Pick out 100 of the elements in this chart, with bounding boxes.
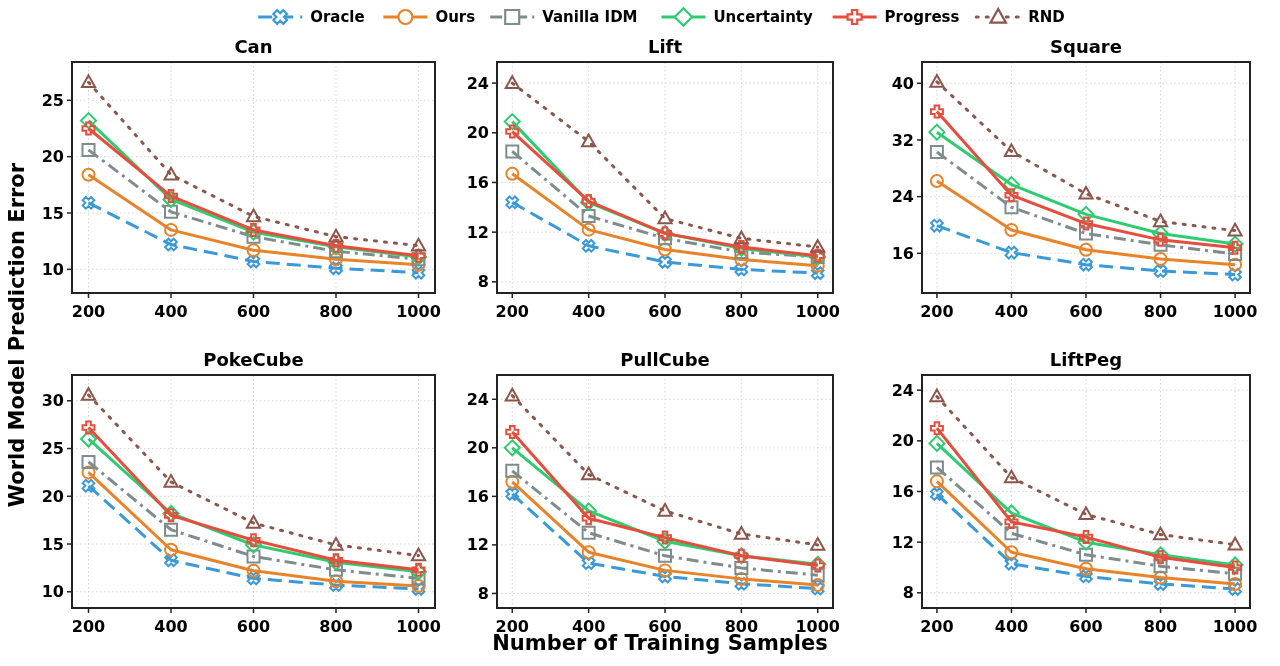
point: [328, 537, 344, 551]
point: [930, 218, 944, 233]
point: [1002, 504, 1020, 522]
point: [411, 562, 426, 577]
y-tick-label: 12: [466, 535, 489, 555]
point: [329, 562, 343, 577]
y-tick-label: 20: [41, 147, 64, 167]
legend-label: Ours: [435, 8, 476, 27]
legend-label: Vanilla IDM: [542, 8, 638, 27]
y-tick-label: 15: [41, 203, 64, 223]
point: [1227, 222, 1243, 237]
legend-label: Oracle: [310, 8, 365, 27]
point: [246, 563, 261, 578]
point: [929, 421, 944, 436]
x-tick-label: 200: [71, 617, 106, 636]
point: [1078, 185, 1094, 200]
point: [164, 222, 178, 237]
point: [81, 478, 96, 493]
point: [1152, 546, 1170, 564]
x-tick-label: 200: [71, 302, 106, 321]
point: [245, 536, 262, 554]
point: [504, 75, 520, 89]
point: [164, 508, 178, 523]
point: [929, 388, 945, 403]
point: [1003, 143, 1020, 158]
point: [733, 526, 749, 540]
point: [81, 196, 96, 210]
point: [658, 548, 672, 563]
y-tick-label: 12: [891, 532, 914, 552]
point: [1228, 247, 1243, 262]
point: [245, 208, 262, 223]
point: [930, 487, 944, 501]
point: [1004, 556, 1019, 571]
point: [658, 530, 672, 545]
x-tick-label: 1000: [1212, 617, 1258, 636]
point: [329, 574, 343, 589]
y-tick-label: 10: [41, 582, 64, 602]
x-tick-label: 1000: [795, 302, 840, 321]
point: [1153, 559, 1168, 574]
point: [81, 420, 96, 435]
point: [163, 166, 179, 181]
point: [581, 133, 597, 148]
point: [1153, 264, 1168, 278]
y-tick-label: 16: [891, 243, 914, 263]
point: [246, 243, 261, 258]
y-tick-label: 25: [41, 439, 64, 459]
point: [1153, 577, 1168, 591]
point: [164, 204, 178, 219]
point: [929, 174, 944, 189]
point: [505, 144, 520, 159]
point: [581, 466, 597, 481]
point: [164, 553, 178, 568]
point: [1004, 245, 1019, 260]
point: [581, 556, 596, 570]
point: [581, 545, 596, 560]
point: [734, 576, 749, 591]
y-tick-label: 20: [41, 486, 64, 506]
chart-title: PullCube: [620, 349, 710, 370]
point: [505, 487, 520, 501]
point: [329, 261, 343, 276]
point: [81, 454, 96, 469]
point: [810, 537, 826, 551]
y-tick-label: 20: [891, 431, 914, 451]
y-tick-label: 24: [891, 380, 914, 400]
y-tick-label: 10: [41, 259, 64, 279]
point: [1228, 240, 1243, 255]
point: [1004, 188, 1019, 203]
point: [1004, 514, 1019, 529]
x-tick-label: 600: [236, 617, 271, 636]
point: [505, 463, 520, 478]
point: [503, 113, 521, 131]
point: [658, 569, 672, 584]
point: [411, 252, 426, 267]
x-tick-label: 800: [319, 617, 353, 636]
x-tick-label: 600: [1069, 617, 1103, 636]
point: [164, 542, 178, 557]
x-tick-label: 600: [1069, 302, 1103, 321]
point: [733, 230, 749, 245]
chart-title: PokeCube: [203, 349, 304, 370]
point: [810, 258, 825, 273]
point: [929, 144, 944, 159]
point: [658, 255, 672, 269]
point: [929, 104, 944, 119]
point: [505, 425, 520, 440]
point: [410, 237, 427, 252]
y-tick-label: 16: [466, 173, 489, 193]
point: [164, 189, 178, 204]
x-tick-label: 200: [920, 617, 954, 636]
y-tick-label: 40: [891, 73, 914, 93]
point: [246, 222, 261, 237]
chart-title: LiftPeg: [1049, 349, 1123, 370]
point: [80, 387, 97, 401]
point: [1079, 257, 1093, 272]
point: [734, 262, 749, 277]
chart-title: Square: [1050, 36, 1122, 57]
point: [163, 474, 179, 488]
point: [329, 578, 343, 592]
x-tick-label: 800: [724, 302, 759, 321]
point: [505, 166, 520, 181]
point: [81, 465, 96, 480]
